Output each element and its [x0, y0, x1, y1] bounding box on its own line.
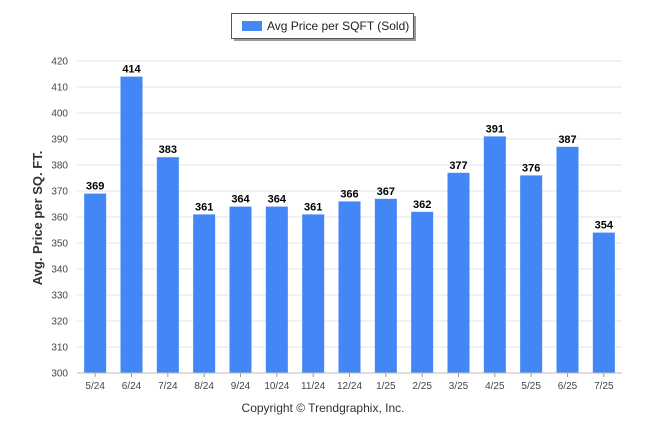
data-label: 364 — [231, 194, 250, 206]
bar — [84, 193, 107, 373]
bar — [338, 201, 361, 373]
data-label: 369 — [86, 181, 104, 193]
data-label: 364 — [268, 194, 287, 206]
y-tick-label: 410 — [51, 83, 68, 94]
bar — [302, 214, 325, 373]
bar — [520, 175, 543, 373]
bar — [265, 206, 288, 373]
y-tick-label: 360 — [51, 213, 68, 224]
data-label: 377 — [449, 160, 467, 172]
y-axis-ticks: 300 310 320 330 340 350 360 370 380 390 400 410 420 — [51, 57, 68, 380]
y-tick-label: 320 — [51, 317, 68, 328]
x-tick-label: 7/24 — [158, 381, 178, 392]
y-tick-label: 420 — [51, 57, 68, 68]
x-tick-label: 10/24 — [264, 381, 289, 392]
y-tick-label: 300 — [51, 369, 68, 380]
x-tick-label: 7/25 — [594, 381, 614, 392]
legend-label: Avg Price per SQFT (Sold) — [267, 19, 409, 33]
x-tick-label: 2/25 — [412, 381, 432, 392]
data-label: 376 — [522, 162, 540, 174]
data-label: 391 — [486, 123, 504, 135]
y-tick-label: 350 — [51, 239, 68, 250]
bar — [156, 157, 179, 373]
y-tick-label: 380 — [51, 161, 68, 172]
y-tick-label: 310 — [51, 343, 68, 354]
data-label: 354 — [595, 220, 614, 232]
x-tick-label: 1/25 — [376, 381, 396, 392]
x-tick-label: 5/24 — [85, 381, 105, 392]
x-tick-label: 12/24 — [337, 381, 362, 392]
x-tick-label: 3/25 — [449, 381, 469, 392]
data-label: 366 — [340, 188, 358, 200]
data-label: 361 — [304, 201, 322, 213]
x-tick-label: 6/24 — [122, 381, 142, 392]
data-label: 361 — [195, 201, 213, 213]
bars — [84, 76, 615, 373]
x-tick-label: 5/25 — [521, 381, 541, 392]
bar — [120, 76, 143, 373]
y-axis-label: Avg. Price per SQ. FT. — [30, 151, 45, 286]
x-tick-label: 9/24 — [231, 381, 251, 392]
data-label: 387 — [558, 134, 576, 146]
y-tick-label: 370 — [51, 187, 68, 198]
bar — [411, 211, 434, 373]
data-label: 414 — [122, 64, 141, 76]
legend-swatch — [242, 21, 262, 31]
x-axis-ticks: 5/24 6/24 7/24 8/24 9/24 10/24 11/24 12/24 1/25 2… — [85, 373, 614, 392]
y-tick-label: 340 — [51, 265, 68, 276]
data-label: 362 — [413, 199, 431, 211]
x-tick-label: 8/24 — [194, 381, 214, 392]
x-tick-label: 4/25 — [485, 381, 505, 392]
y-tick-label: 330 — [51, 291, 68, 302]
data-labels: 369 414 383 361 364 364 361 366 367 362 377 391 376 3… — [86, 64, 614, 232]
x-tick-label: 11/24 — [301, 381, 326, 392]
bar — [374, 198, 397, 373]
copyright-text: Copyright © Trendgraphix, Inc. — [241, 401, 405, 415]
data-label: 383 — [159, 144, 177, 156]
bar — [483, 136, 506, 373]
y-tick-label: 390 — [51, 135, 68, 146]
x-tick-label: 6/25 — [558, 381, 578, 392]
bar — [193, 214, 216, 373]
y-tick-label: 400 — [51, 109, 68, 120]
bar — [447, 172, 470, 373]
bar — [229, 206, 252, 373]
data-label: 367 — [377, 186, 395, 198]
legend: Avg Price per SQFT (Sold) — [231, 13, 416, 41]
bar — [556, 146, 579, 373]
bar — [592, 232, 615, 373]
